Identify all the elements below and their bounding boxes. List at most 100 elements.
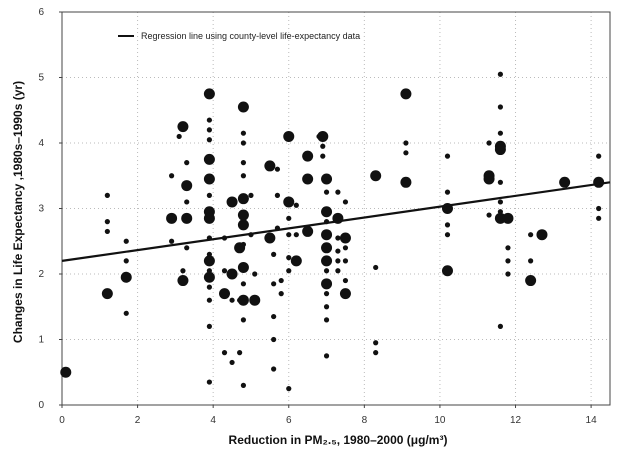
data-point: [283, 196, 295, 208]
data-point: [323, 304, 330, 310]
data-point: [441, 265, 453, 277]
data-point: [323, 189, 330, 195]
y-tick-label: 3: [38, 204, 44, 215]
data-point: [339, 232, 351, 244]
data-point: [206, 379, 212, 385]
data-point: [596, 153, 602, 159]
y-tick-label: 1: [38, 335, 44, 346]
data-point: [293, 202, 299, 208]
x-tick-label: 0: [59, 415, 65, 426]
data-point: [494, 144, 506, 156]
data-point: [497, 179, 503, 185]
data-point: [497, 104, 503, 110]
data-point: [60, 366, 72, 378]
x-axis-ticks: 0 2 4 6 8 10 12 14: [59, 405, 597, 426]
data-point: [237, 294, 249, 306]
data-point: [240, 160, 247, 166]
data-point: [123, 310, 129, 316]
data-point: [206, 192, 212, 198]
data-point: [274, 166, 281, 172]
data-point: [286, 255, 292, 261]
data-point: [229, 359, 235, 366]
data-point: [483, 173, 495, 185]
data-point: [237, 219, 249, 231]
data-point: [237, 261, 249, 273]
data-point: [184, 160, 190, 166]
data-point: [536, 229, 548, 241]
plot-frame: [61, 11, 611, 406]
y-tick-label: 2: [38, 269, 44, 280]
data-point: [373, 350, 379, 356]
data-point: [320, 143, 326, 149]
data-point: [264, 160, 276, 172]
data-point: [219, 288, 231, 300]
x-axis-title: Reduction in PM₂.₅, 1980–2000 (μg/m³): [229, 433, 448, 447]
data-point: [169, 238, 175, 244]
data-point: [203, 255, 215, 267]
data-point: [181, 212, 193, 224]
data-point: [278, 291, 284, 297]
data-point: [177, 121, 189, 133]
grid-lines: [62, 12, 610, 405]
data-point: [403, 140, 409, 146]
data-point: [444, 222, 451, 228]
data-point: [403, 150, 409, 156]
data-point: [203, 271, 215, 283]
y-axis-ticks: 0 1 2 3 4 5 6: [38, 7, 62, 411]
data-point: [203, 173, 215, 185]
data-point: [184, 199, 190, 205]
data-point: [323, 291, 330, 297]
y-axis-title: Changes in Life Expectancy ,1980s–1990s …: [11, 81, 25, 343]
data-point: [181, 180, 193, 192]
data-point: [559, 176, 571, 188]
data-point: [373, 264, 379, 271]
data-point: [302, 225, 314, 237]
data-point: [321, 229, 333, 241]
data-point: [502, 212, 514, 224]
data-point: [206, 117, 212, 123]
data-point: [596, 205, 602, 212]
data-point: [104, 219, 110, 225]
data-point: [104, 192, 110, 198]
data-point: [177, 275, 189, 287]
data-point: [240, 241, 247, 248]
data-point: [240, 140, 247, 146]
data-point: [321, 278, 333, 290]
data-point: [271, 336, 277, 343]
data-point: [444, 153, 451, 159]
data-point: [104, 228, 110, 235]
data-point: [444, 189, 451, 195]
data-point: [237, 101, 249, 113]
data-point: [302, 173, 314, 185]
data-point: [206, 137, 212, 143]
data-point: [286, 215, 292, 221]
data-point: [400, 88, 412, 100]
data-point: [505, 258, 511, 264]
data-point: [123, 238, 129, 244]
data-point: [320, 153, 326, 159]
data-point: [323, 353, 330, 359]
x-tick-label: 14: [586, 415, 598, 426]
data-point: [240, 130, 247, 136]
data-point: [525, 275, 537, 287]
data-point: [317, 130, 329, 142]
data-point: [203, 153, 215, 165]
data-point: [497, 199, 503, 205]
data-point: [342, 277, 349, 284]
data-point: [237, 193, 249, 205]
data-point: [206, 284, 212, 290]
legend: Regression line using county-level life-…: [118, 31, 360, 41]
data-point: [497, 323, 503, 329]
data-point: [184, 245, 190, 251]
data-point: [323, 317, 330, 323]
data-point: [321, 242, 333, 254]
data-point: [278, 277, 284, 284]
data-point: [169, 173, 175, 179]
data-point: [286, 232, 292, 238]
data-point: [203, 212, 215, 224]
data-point: [494, 212, 506, 224]
x-tick-label: 8: [362, 415, 368, 426]
data-point: [497, 71, 503, 77]
data-point: [206, 297, 212, 303]
